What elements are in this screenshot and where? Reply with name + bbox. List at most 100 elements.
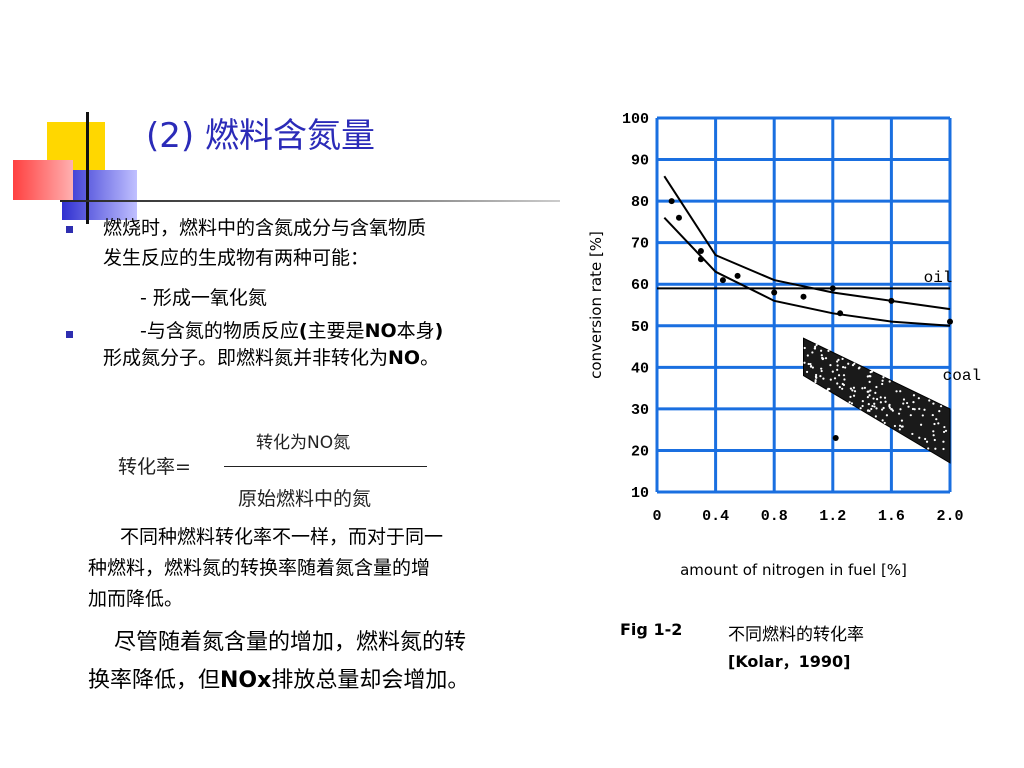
sub-item-1: - 形成一氧化氮: [140, 287, 267, 309]
coal-band-speckle: [874, 391, 877, 394]
figure-caption: 不同燃料的转化率: [728, 625, 864, 645]
coal-band-speckle: [820, 349, 823, 352]
coal-band-speckle: [809, 362, 812, 366]
coal-band-speckle: [844, 366, 847, 369]
coal-band-speckle: [937, 422, 940, 425]
data-points: [668, 198, 953, 441]
coal-band-speckle: [803, 361, 806, 364]
coal-band-speckle: [837, 358, 840, 361]
coal-band-speckle: [869, 389, 872, 392]
coal-band-speckle: [900, 419, 904, 422]
coal-band-speckle: [868, 394, 871, 397]
coal-band-speckle: [868, 380, 871, 383]
coal-band-speckle: [939, 405, 943, 408]
coal-band-speckle: [819, 375, 822, 378]
y-axis-label: conversion rate [%]: [587, 231, 605, 379]
coal-band-speckle: [842, 366, 845, 369]
logo-red-square: [13, 160, 73, 200]
coal-band-speckle: [938, 409, 941, 413]
coal-band-speckle: [871, 404, 874, 408]
coal-band-speckle: [899, 390, 902, 393]
coal-band-speckle: [836, 382, 839, 385]
coal-band-speckle: [814, 380, 817, 384]
coal-band-speckle: [897, 412, 901, 415]
coal-band-speckle: [924, 437, 927, 441]
coal-band-speckle: [898, 428, 901, 431]
formula-numerator: 转化为NO氮: [256, 433, 351, 453]
bullet1-line1: 燃烧时，燃料中的含氮成分与含氧物质: [103, 217, 427, 239]
coal-band-speckle: [944, 429, 948, 432]
coal-band-speckle: [821, 357, 824, 361]
coal-band-speckle: [883, 421, 886, 425]
coal-band-speckle: [849, 387, 853, 390]
data-point-oil: [771, 289, 778, 296]
coal-band-speckle: [874, 415, 877, 418]
coal-band-speckle: [942, 440, 945, 443]
coal-band-speckle: [815, 373, 818, 377]
logo-vertical-line: [86, 112, 89, 224]
coal-band-speckle: [875, 407, 878, 410]
slide-title: (2) 燃料含氮量: [146, 116, 375, 156]
coal-band-speckle: [831, 370, 834, 373]
coal-band-speckle: [829, 378, 832, 381]
coal-band-speckle: [842, 383, 846, 387]
coal-band-speckle: [898, 424, 902, 427]
coal-band-speckle: [847, 362, 850, 365]
fraction-bar: [224, 466, 427, 467]
coal-band-speckle: [932, 434, 935, 437]
coal-band-speckle: [866, 390, 869, 393]
paragraph-2-line2: 换率降低，但NOx排放总量却会增加。: [88, 668, 470, 693]
coal-band-speckle: [872, 397, 875, 400]
coal-band-speckle: [921, 414, 924, 417]
coal-band-speckle: [888, 406, 891, 409]
coal-band-speckle: [912, 401, 915, 404]
coal-band-speckle: [911, 407, 915, 411]
x-tick-label: 0.8: [761, 508, 788, 525]
coal-band-speckle: [806, 354, 809, 357]
coal-band-speckle: [833, 377, 837, 380]
paragraph-2: 尽管随着氮含量的增加，燃料氮的转 换率降低，但NOx排放总量却会增加。: [88, 624, 578, 700]
data-point-oil: [734, 272, 741, 279]
x-tick-label: 0: [652, 508, 661, 525]
coal-band-speckle: [867, 409, 870, 412]
y-tick-label: 100: [622, 111, 649, 128]
coal-band-speckle: [881, 419, 884, 422]
coal-band-speckle: [820, 354, 823, 357]
coal-band-speckle: [928, 399, 931, 402]
coal-band-speckle: [934, 447, 937, 450]
paragraph-1-line3: 加而降低。: [88, 588, 184, 610]
sub-item-2: -与含氮的物质反应(主要是NO本身): [140, 320, 444, 342]
formula-label: 转化率=: [118, 456, 191, 478]
coal-band-speckle: [927, 447, 930, 450]
coal-band-speckle: [836, 360, 839, 363]
coal-band-speckle: [814, 379, 817, 382]
coal-band-speckle: [863, 386, 867, 389]
coal-band-speckle: [943, 425, 946, 429]
coal-band-speckle: [852, 394, 856, 397]
data-point-oil: [829, 285, 836, 292]
coal-band-speckle: [888, 380, 891, 383]
coal-band-speckle: [837, 374, 841, 377]
coal-band-speckle: [902, 398, 906, 401]
coal-band-speckle: [849, 395, 852, 398]
data-point-oil: [668, 198, 675, 205]
coal-band-speckle: [841, 357, 844, 361]
data-point-oil: [947, 318, 953, 325]
formula-denominator: 原始燃料中的氮: [238, 488, 372, 510]
coal-band: [803, 337, 951, 464]
oil-curve: [663, 217, 951, 327]
coal-band-speckle: [935, 418, 938, 421]
figure-number: Fig 1-2: [620, 620, 683, 639]
coal-band-speckle: [917, 397, 920, 400]
coal-band-speckle: [822, 377, 825, 380]
coal-band-speckle: [811, 366, 814, 369]
bullet-marker: [66, 331, 73, 338]
coal-band-speckle: [820, 367, 823, 370]
coal-band-speckle: [895, 390, 898, 393]
title-underline: [60, 200, 560, 202]
coal-band-speckle: [888, 403, 891, 406]
coal-band-speckle: [851, 364, 855, 367]
y-tick-label: 70: [631, 236, 649, 253]
coal-band-speckle: [932, 402, 935, 405]
coal-band-speckle: [918, 436, 921, 439]
